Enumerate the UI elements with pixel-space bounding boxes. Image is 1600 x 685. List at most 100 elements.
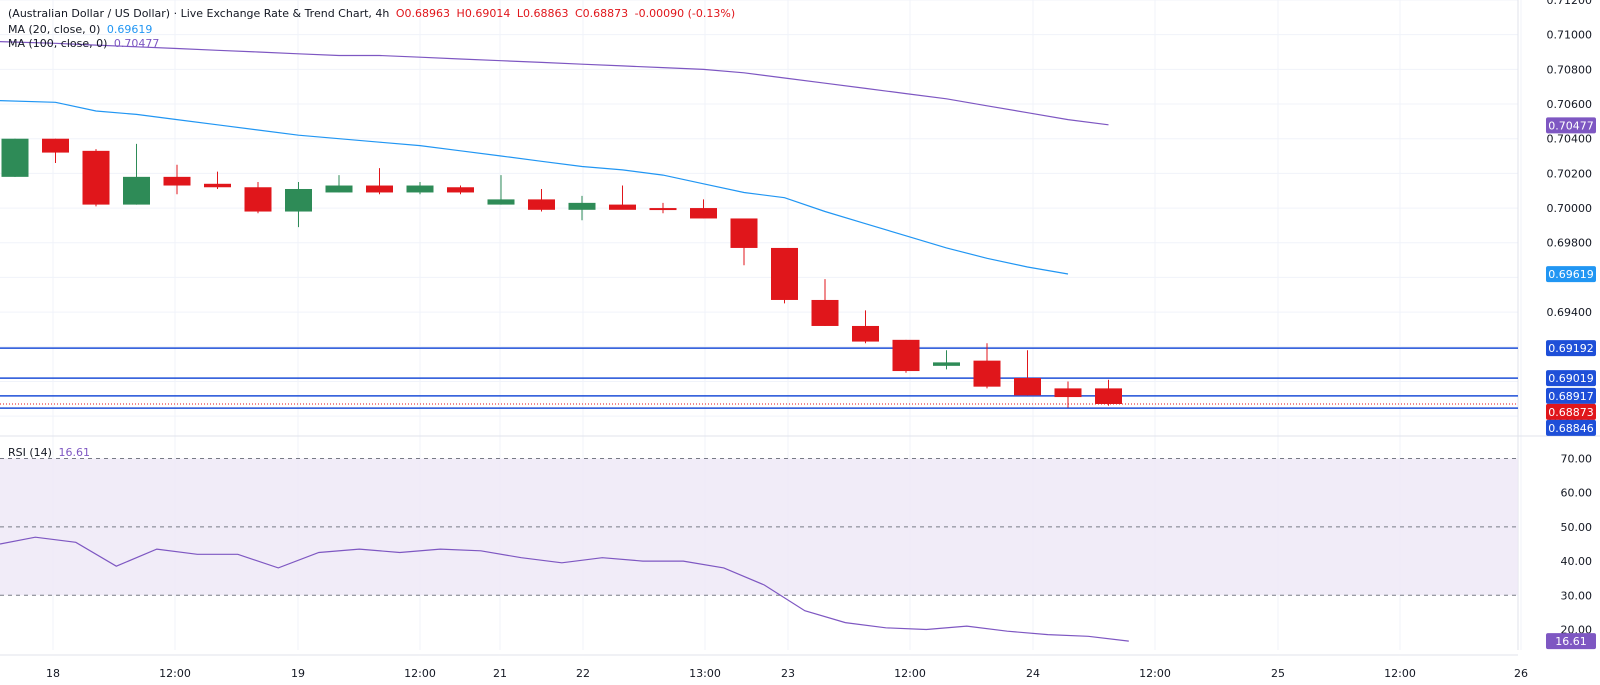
bullish-candle — [1, 138, 29, 177]
price-axis-tick: 0.70400 — [1547, 133, 1593, 146]
rsi-axis-tick: 70.00 — [1561, 453, 1593, 466]
candle-body — [82, 150, 110, 205]
rsi-label-box — [1546, 633, 1596, 650]
candle-body — [1054, 388, 1082, 398]
time-axis-tick: 19 — [291, 667, 305, 680]
bearish-candle — [690, 199, 717, 219]
price-label-text: 0.68846 — [1548, 422, 1594, 435]
candle-body — [892, 339, 920, 372]
bearish-candle — [892, 339, 920, 373]
candle-body — [366, 185, 393, 193]
candle-body — [1014, 377, 1041, 396]
ma20-line — [0, 100, 1069, 275]
ma20-value: 0.69619 — [106, 23, 153, 36]
candle-body — [528, 199, 555, 210]
ma20-legend[interactable]: MA (20, close, 0) 0.69619 — [8, 23, 152, 37]
time-axis-tick: 23 — [781, 667, 795, 680]
price-label-text: 0.70477 — [1548, 119, 1594, 132]
candle-body — [852, 325, 879, 342]
price-label-box — [1546, 340, 1596, 357]
candle-body — [123, 176, 150, 205]
candle-body — [609, 204, 636, 210]
price-label-box — [1546, 117, 1596, 134]
bearish-candle — [204, 171, 231, 189]
candle-body — [771, 247, 798, 300]
price-axis-label: 0.69192 — [1546, 340, 1596, 357]
rsi-axis-tick: 50.00 — [1561, 521, 1593, 534]
bearish-candle — [528, 188, 555, 212]
time-axis-tick: 12:00 — [1139, 667, 1171, 680]
price-axis-tick: 0.70800 — [1547, 63, 1593, 76]
price-axis-tick: 0.71000 — [1547, 29, 1593, 42]
rsi-value: 16.61 — [58, 446, 90, 459]
candles — [1, 138, 1122, 408]
price-label-box — [1546, 403, 1596, 420]
candle-body — [325, 185, 353, 193]
rsi-axis-tick: 30.00 — [1561, 589, 1593, 602]
time-axis-tick: 12:00 — [894, 667, 926, 680]
chart-title: (Australian Dollar / US Dollar) · Live E… — [8, 7, 390, 20]
candle-body — [447, 187, 474, 193]
price-axis-label: 0.68917 — [1546, 387, 1596, 404]
bearish-candle — [649, 202, 677, 214]
candle-body — [690, 208, 717, 219]
price-label-box — [1546, 419, 1596, 436]
time-axis-tick: 12:00 — [404, 667, 436, 680]
price-axis-tick: 0.69800 — [1547, 237, 1593, 250]
candle-body — [933, 362, 960, 366]
price-axis-label: 0.68873 — [1546, 403, 1596, 420]
price-axis-tick: 0.71200 — [1547, 0, 1593, 7]
bearish-candle — [1095, 379, 1122, 406]
bearish-candle — [447, 185, 474, 195]
bearish-candle — [852, 310, 879, 344]
candle-body — [730, 218, 758, 248]
candle-body — [487, 199, 515, 205]
price-label-box — [1546, 266, 1596, 283]
time-axis-tick: 12:00 — [159, 667, 191, 680]
rsi-pane — [0, 458, 1518, 642]
ma100-legend[interactable]: MA (100, close, 0) 0.70477 — [8, 37, 159, 51]
price-label-text: 0.69019 — [1548, 372, 1594, 385]
bearish-candle — [609, 185, 636, 210]
price-change: -0.00090 (-0.13%) — [634, 7, 736, 20]
ohlc-close: C0.68873 — [574, 7, 629, 20]
candle-body — [204, 183, 231, 188]
ohlc-open: O0.68963 — [395, 7, 451, 20]
bearish-candle — [163, 164, 191, 195]
bullish-candle — [123, 143, 150, 205]
bullish-candle — [325, 175, 353, 193]
candle-body — [568, 202, 596, 210]
candle-body — [244, 187, 272, 212]
time-axis-tick: 22 — [576, 667, 590, 680]
price-axis-tick: 0.70000 — [1547, 202, 1593, 215]
time-axis-tick: 18 — [46, 667, 60, 680]
time-axis-tick: 26 — [1514, 667, 1528, 680]
time-axis-tick: 25 — [1271, 667, 1285, 680]
time-axis-tick: 24 — [1026, 667, 1040, 680]
bearish-candle — [811, 279, 839, 326]
candle-body — [1, 138, 29, 177]
price-axis-label: 0.68846 — [1546, 419, 1596, 436]
bearish-candle — [366, 168, 393, 195]
moving-averages — [0, 41, 1109, 275]
price-label-text: 0.69192 — [1548, 342, 1594, 355]
bearish-candle — [1054, 381, 1082, 408]
price-labels: 0.70477 0.69619 0.69192 0.69019 0.68917 0.688… — [1546, 117, 1596, 650]
rsi-legend[interactable]: RSI (14) 16.61 — [8, 446, 90, 460]
candle-body — [811, 299, 839, 326]
bearish-candle — [973, 343, 1001, 389]
ma100-value: 0.70477 — [113, 37, 160, 50]
candle-body — [42, 138, 69, 153]
price-axis-tick: 0.70200 — [1547, 167, 1593, 180]
price-label-text: 0.68873 — [1548, 406, 1594, 419]
price-axis-label: 0.70477 — [1546, 117, 1596, 134]
candle-body — [649, 208, 677, 211]
bullish-candle — [568, 195, 596, 221]
time-axis-tick: 13:00 — [689, 667, 721, 680]
time-axis-tick: 12:00 — [1384, 667, 1416, 680]
rsi-label-text: 16.61 — [1555, 635, 1587, 648]
rsi-label: RSI (14) — [8, 446, 52, 459]
price-label-box — [1546, 370, 1596, 387]
ohlc-high: H0.69014 — [456, 7, 511, 20]
